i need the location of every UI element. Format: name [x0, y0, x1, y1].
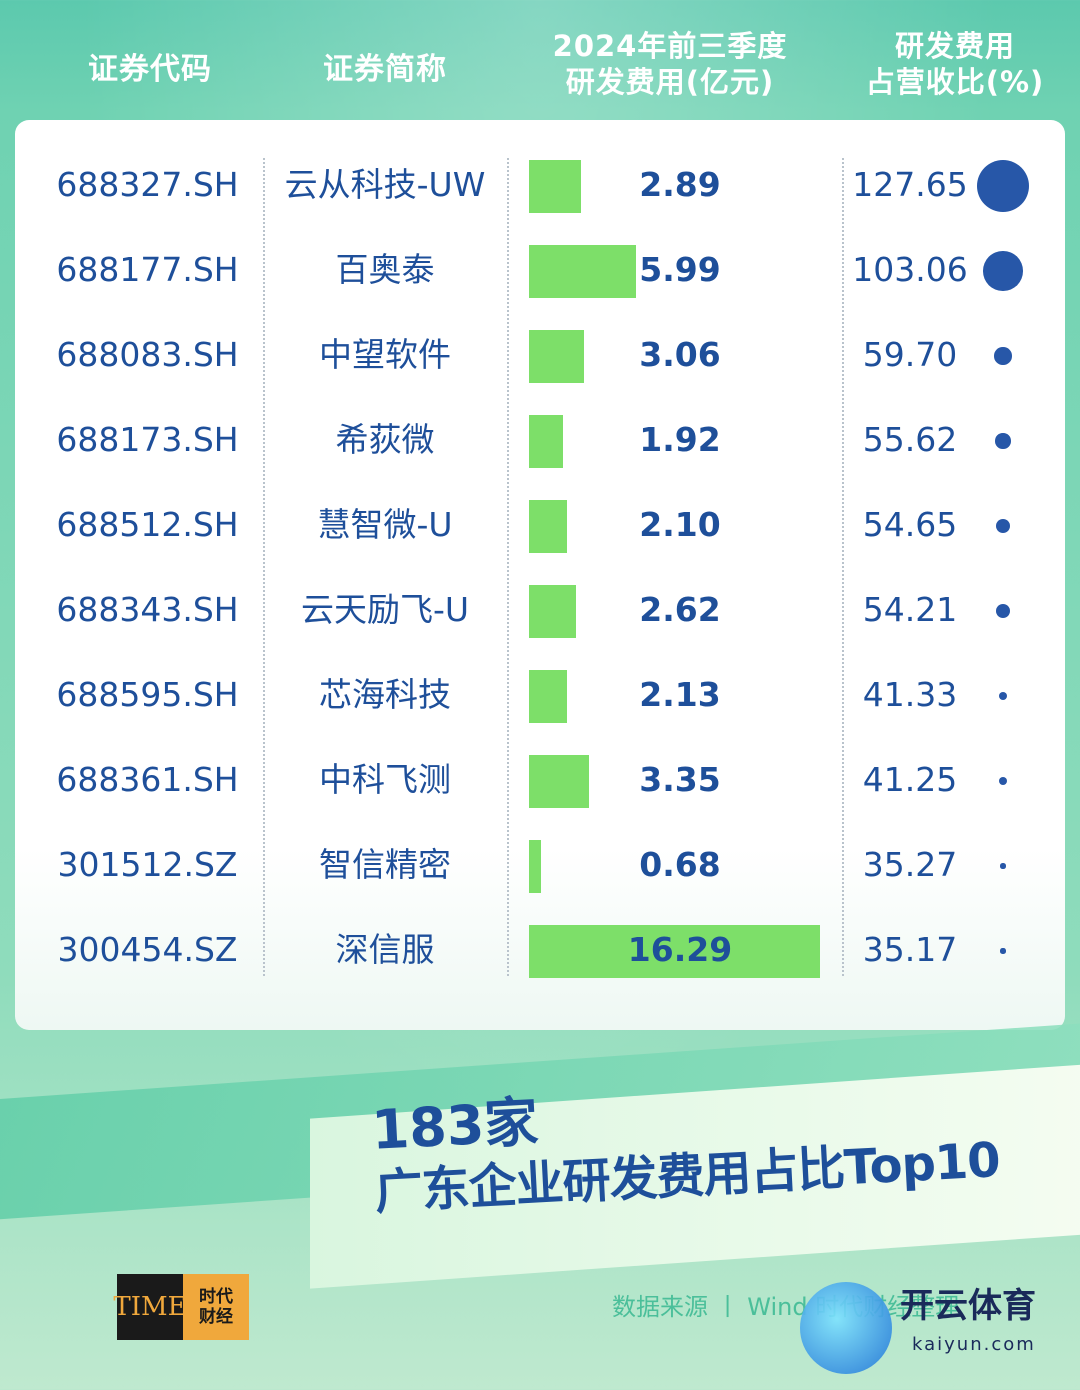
cell-rd-ratio: 41.33: [862, 675, 958, 714]
header-ratio: 研发费用 占营收比(%): [840, 28, 1070, 100]
table-row: 301512.SZ 智信精密 0.68 35.27: [0, 823, 1080, 908]
rd-ratio-dot: [998, 776, 1008, 786]
cell-rd-expense: 2.62: [639, 590, 721, 629]
watermark: 开云体育 kaiyun.com: [800, 1278, 1070, 1378]
header-value-line2: 研发费用(亿元): [565, 65, 775, 99]
cell-name: 希荻微: [335, 420, 435, 459]
cell-rd-expense: 1.92: [639, 420, 721, 459]
cell-rd-ratio: 35.17: [862, 930, 958, 969]
cell-name: 智信精密: [319, 845, 451, 884]
table-row: 688512.SH 慧智微-U 2.10 54.65: [0, 483, 1080, 568]
rd-expense-bar: [529, 840, 542, 893]
table-row: 688327.SH 云从科技-UW 2.89 127.65: [0, 143, 1080, 228]
cell-code: 688595.SH: [56, 675, 239, 714]
rd-ratio-dot: [995, 518, 1011, 534]
header-ratio-line2: 占营收比(%): [865, 65, 1045, 99]
rd-ratio-dot: [995, 433, 1011, 449]
cell-code: 300454.SZ: [57, 930, 238, 969]
rd-expense-bar: [529, 245, 636, 298]
rd-ratio-dot: [977, 160, 1029, 212]
rd-ratio-dot: [1000, 863, 1006, 869]
cell-rd-expense: 2.10: [639, 505, 721, 544]
header-value-line1: 2024年前三季度: [552, 29, 788, 63]
cell-rd-expense: 2.13: [639, 675, 721, 714]
logo-right-line1: 时代: [199, 1287, 233, 1307]
rd-expense-bar: [529, 160, 581, 213]
rd-ratio-dot: [1000, 948, 1006, 954]
cell-name: 慧智微-U: [317, 505, 453, 544]
table-header: 证券代码 证券简称 2024年前三季度 研发费用(亿元) 研发费用 占营收比(%…: [0, 0, 1080, 120]
watermark-text: 开云体育: [900, 1286, 1036, 1326]
table-row: 300454.SZ 深信服 16.29 35.17: [0, 908, 1080, 993]
rd-ratio-dot: [998, 691, 1008, 701]
cell-rd-expense: 5.99: [639, 250, 721, 289]
watermark-sub: kaiyun.com: [912, 1334, 1036, 1355]
header-ratio-line1: 研发费用: [894, 29, 1015, 63]
cell-rd-ratio: 41.25: [862, 760, 958, 799]
cell-name: 中科飞测: [319, 760, 451, 799]
cell-rd-expense: 2.89: [639, 165, 721, 204]
cell-rd-ratio: 35.27: [862, 845, 958, 884]
cell-rd-ratio: 103.06: [852, 250, 968, 289]
cell-code: 688083.SH: [56, 335, 239, 374]
cell-rd-expense: 3.35: [639, 760, 721, 799]
cell-name: 深信服: [335, 930, 435, 969]
rd-expense-bar: [529, 925, 820, 978]
table-row: 688361.SH 中科飞测 3.35 41.25: [0, 738, 1080, 823]
rd-expense-bar: [529, 585, 576, 638]
table-row: 688177.SH 百奥泰 5.99 103.06: [0, 228, 1080, 313]
rd-expense-bar: [529, 670, 568, 723]
time-finance-logo: TIME 时代 财经: [113, 1274, 249, 1340]
cell-rd-ratio: 127.65: [852, 165, 968, 204]
rd-expense-bar: [529, 755, 589, 808]
cell-rd-ratio: 55.62: [862, 420, 958, 459]
column-divider: [263, 158, 265, 976]
cell-code: 688173.SH: [56, 420, 239, 459]
rd-expense-bar: [529, 500, 567, 553]
logo-right-line2: 财经: [199, 1307, 233, 1327]
cell-rd-expense: 16.29: [627, 930, 733, 969]
cell-code: 301512.SZ: [57, 845, 238, 884]
table-row: 688595.SH 芯海科技 2.13 41.33: [0, 653, 1080, 738]
cell-code: 688327.SH: [56, 165, 239, 204]
rd-ratio-dot: [994, 347, 1012, 365]
header-code: 证券代码: [88, 52, 212, 87]
cell-name: 芯海科技: [319, 675, 451, 714]
rd-expense-bar: [529, 415, 564, 468]
cell-name: 百奥泰: [335, 250, 435, 289]
logo-left: TIME: [113, 1274, 187, 1340]
cell-rd-expense: 3.06: [639, 335, 721, 374]
column-divider: [507, 158, 509, 976]
cell-rd-ratio: 54.21: [862, 590, 958, 629]
cell-code: 688512.SH: [56, 505, 239, 544]
soccer-ball-icon: [800, 1282, 892, 1374]
cell-name: 云从科技-UW: [284, 165, 486, 204]
rd-ratio-dot: [995, 603, 1011, 619]
cell-code: 688361.SH: [56, 760, 239, 799]
header-value: 2024年前三季度 研发费用(亿元): [525, 28, 815, 100]
column-divider: [842, 158, 844, 976]
data-source: 数据来源 丨 Wind 时代财经整理: [612, 1293, 960, 1321]
cell-name: 中望软件: [319, 335, 451, 374]
cell-code: 688177.SH: [56, 250, 239, 289]
rd-ratio-dot: [983, 251, 1023, 291]
header-name: 证券简称: [323, 52, 447, 87]
cell-name: 云天励飞-U: [300, 590, 470, 629]
table-row: 688173.SH 希荻微 1.92 55.62: [0, 398, 1080, 483]
table-row: 688343.SH 云天励飞-U 2.62 54.21: [0, 568, 1080, 653]
cell-rd-expense: 0.68: [639, 845, 721, 884]
cell-code: 688343.SH: [56, 590, 239, 629]
cell-rd-ratio: 59.70: [862, 335, 958, 374]
logo-right: 时代 财经: [183, 1274, 249, 1340]
rd-expense-bar: [529, 330, 584, 383]
cell-rd-ratio: 54.65: [862, 505, 958, 544]
table-row: 688083.SH 中望软件 3.06 59.70: [0, 313, 1080, 398]
